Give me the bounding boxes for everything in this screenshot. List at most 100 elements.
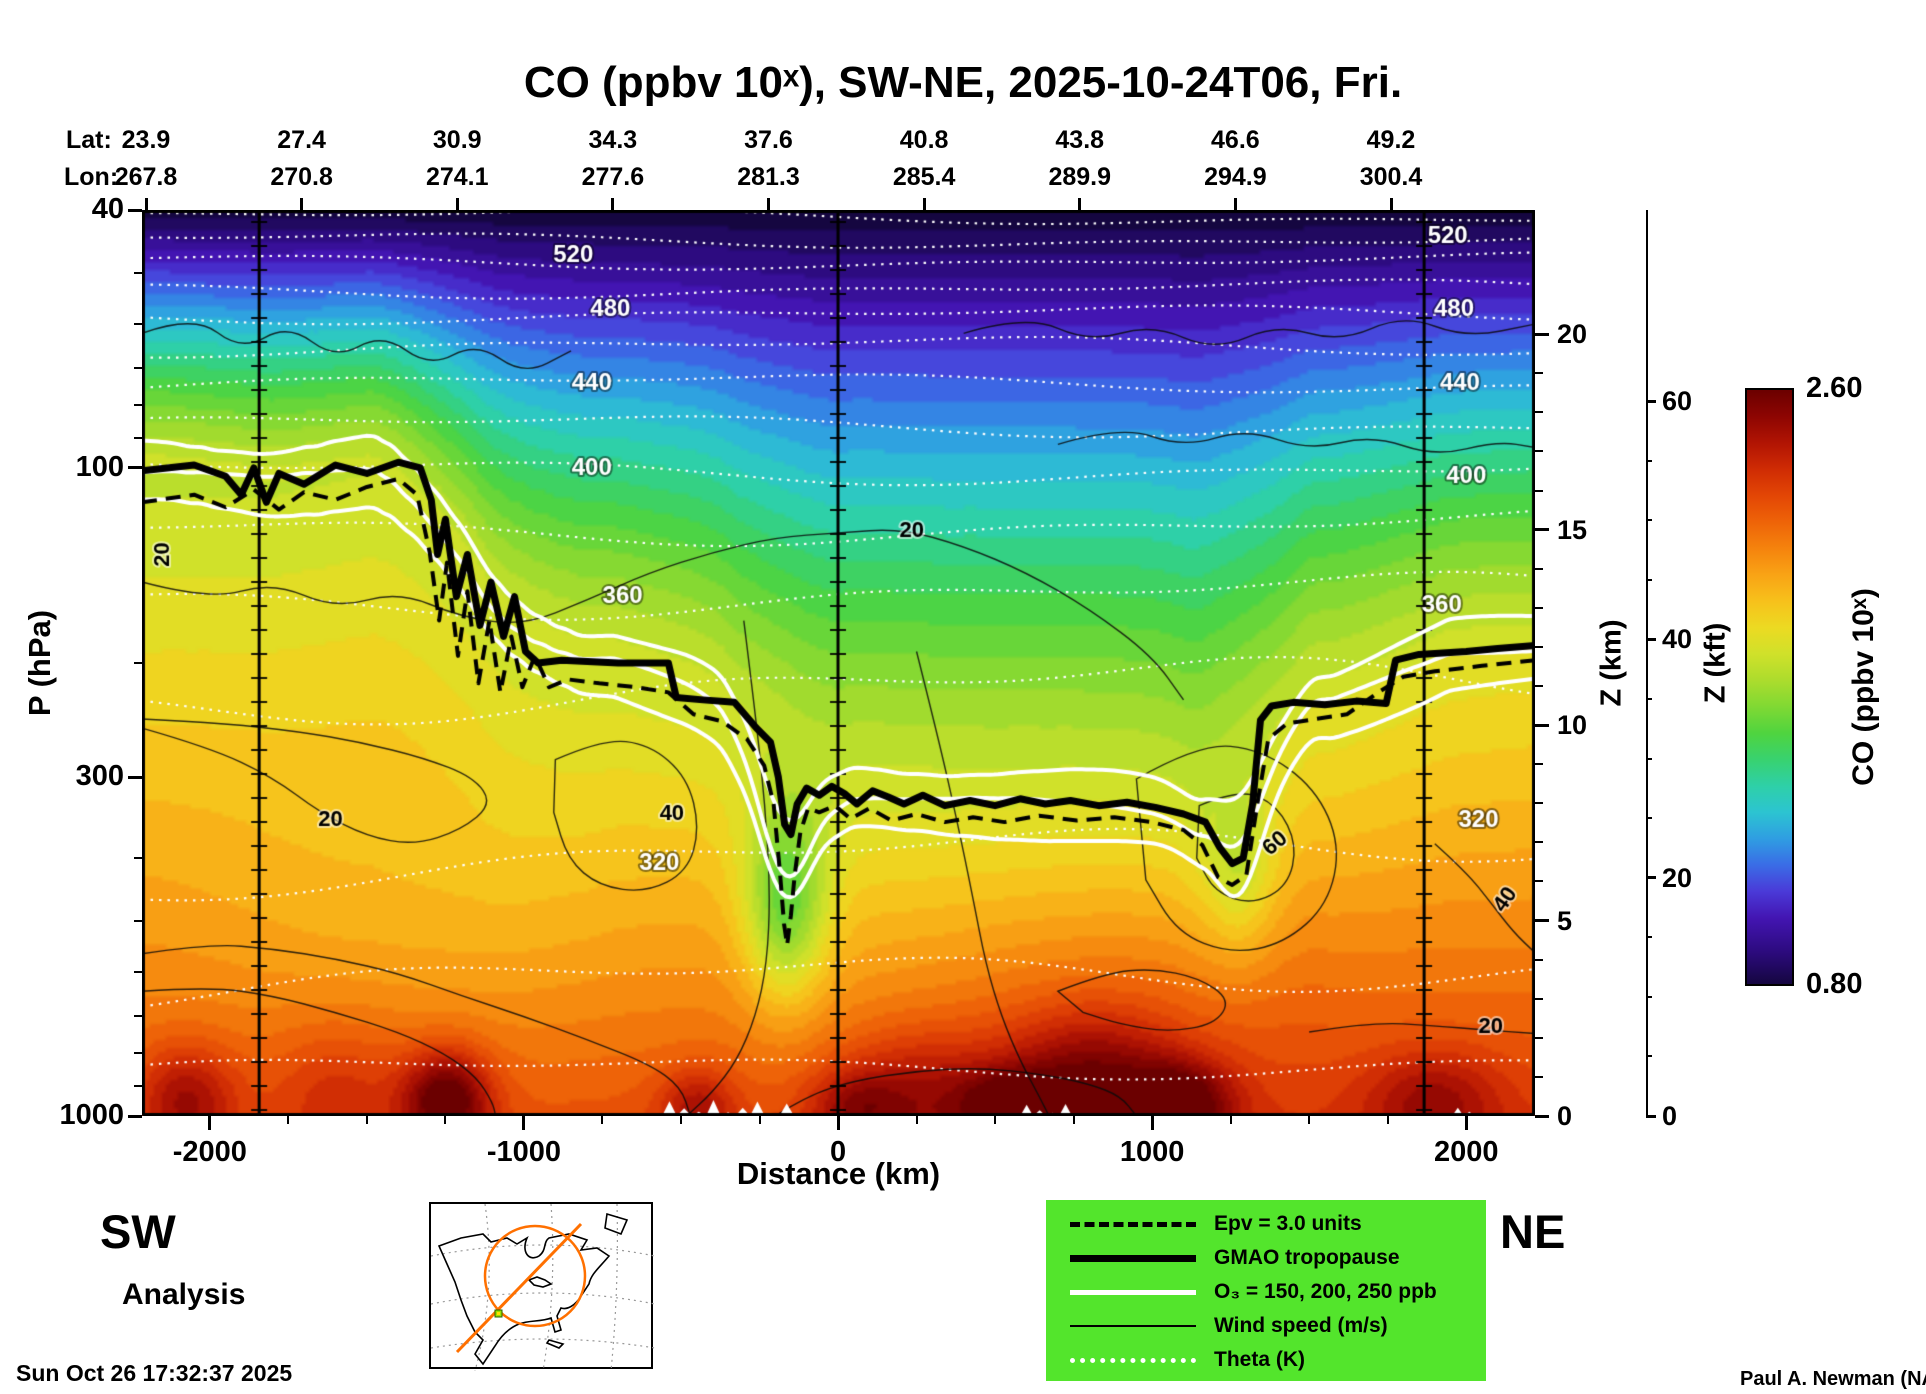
pressure-major-tick xyxy=(128,208,142,212)
pressure-axis-label: P (hPa) xyxy=(22,609,57,717)
z-km-minor-tick xyxy=(1535,450,1543,453)
analysis-label: Analysis xyxy=(122,1278,246,1311)
z-km-minor-tick xyxy=(1535,372,1543,375)
legend-item-label: O₃ = 150, 200, 250 ppb xyxy=(1214,1280,1437,1303)
z-kft-minor-tick xyxy=(1646,459,1652,462)
z-km-tick-label: 0 xyxy=(1557,1101,1573,1131)
z-km-minor-tick xyxy=(1535,802,1543,805)
distance-minor-tick xyxy=(1229,1116,1232,1124)
z-kft-tick-label: 20 xyxy=(1662,862,1693,893)
lon-value: 281.3 xyxy=(737,163,800,191)
z-km-tick-label: 15 xyxy=(1557,514,1588,545)
credit: Paul A. Newman (NASA xyxy=(1740,1368,1926,1390)
distance-tick-label: 0 xyxy=(829,1136,847,1168)
map-range-circle xyxy=(483,1224,587,1328)
z-km-major-tick xyxy=(1535,723,1549,727)
colorbar-gradient xyxy=(1747,390,1792,984)
map-graticule xyxy=(430,1203,656,1372)
pressure-minor-tick xyxy=(134,437,142,440)
z-kft-major-tick xyxy=(1646,1114,1656,1118)
pressure-major-tick xyxy=(128,775,142,779)
z-kft-minor-tick xyxy=(1646,757,1652,760)
co-cross-section-plot xyxy=(142,210,1535,1116)
distance-tick-label: 1000 xyxy=(1119,1136,1185,1168)
top-axis-tick xyxy=(1389,198,1393,210)
distance-minor-tick xyxy=(601,1116,604,1124)
z-km-minor-tick xyxy=(1535,997,1543,1000)
z-km-minor-tick xyxy=(1535,958,1543,961)
z-km-major-tick xyxy=(1535,332,1549,336)
lon-value: 289.9 xyxy=(1048,163,1112,191)
distance-major-tick xyxy=(836,1116,840,1130)
pressure-minor-tick xyxy=(134,919,142,922)
z-kft-tick-label: 0 xyxy=(1662,1101,1678,1131)
z-km-major-tick xyxy=(1535,1114,1549,1118)
lat-value: 27.4 xyxy=(277,126,326,154)
z-km-minor-tick xyxy=(1535,1075,1543,1078)
map-location-marker-dot xyxy=(497,1312,500,1315)
z-kft-axis-label: Z (kft) xyxy=(1699,622,1732,704)
lon-value: 300.4 xyxy=(1359,163,1423,191)
z-km-tick-label: 5 xyxy=(1557,905,1573,936)
z-kft-tick-label: 40 xyxy=(1662,624,1693,655)
z-kft-minor-tick xyxy=(1646,697,1652,700)
lat-value: 43.8 xyxy=(1055,126,1105,154)
z-km-minor-tick xyxy=(1535,645,1543,648)
pressure-minor-tick xyxy=(134,366,142,369)
top-axis-tick xyxy=(922,198,926,210)
z-km-minor-tick xyxy=(1535,841,1543,844)
legend-line-sample-dotted-white xyxy=(1070,1357,1196,1363)
pressure-minor-tick xyxy=(134,404,142,407)
distance-minor-tick xyxy=(1308,1116,1311,1124)
legend-item: O₃ = 150, 200, 250 ppb xyxy=(1046,1274,1486,1310)
pressure-minor-tick xyxy=(134,857,142,860)
lat-row-label: Lat: xyxy=(66,126,112,154)
legend-line-sample-white-solid xyxy=(1070,1289,1196,1295)
z-kft-major-tick xyxy=(1646,876,1656,880)
distance-minor-tick xyxy=(365,1116,368,1124)
inset-map xyxy=(429,1202,656,1372)
pressure-minor-tick xyxy=(134,323,142,326)
pressure-minor-tick xyxy=(134,1085,142,1088)
z-km-tick-label: 10 xyxy=(1557,710,1588,741)
legend-line-sample-thin-black xyxy=(1070,1325,1196,1327)
z-km-minor-tick xyxy=(1535,880,1543,883)
distance-minor-tick xyxy=(287,1116,290,1124)
pressure-tick-label: 300 xyxy=(75,760,124,793)
lon-value: 270.8 xyxy=(270,163,333,191)
lat-value: 30.9 xyxy=(432,126,482,154)
legend-line-sample-thick-black xyxy=(1070,1254,1196,1262)
pressure-major-tick xyxy=(128,1114,142,1118)
pressure-tick-label: 100 xyxy=(75,450,124,483)
z-kft-minor-tick xyxy=(1646,1055,1652,1058)
distance-axis-label: Distance (km) xyxy=(736,1156,941,1191)
z-km-minor-tick xyxy=(1535,411,1543,414)
top-axis-tick xyxy=(144,198,148,210)
z-kft-minor-tick xyxy=(1646,578,1652,581)
colorbar-axis-label: CO (ppbv 10ˣ) xyxy=(1847,588,1880,786)
lat-value: 40.8 xyxy=(899,126,949,154)
z-km-minor-tick xyxy=(1535,567,1543,570)
lon-value: 294.9 xyxy=(1204,163,1267,191)
pressure-minor-tick xyxy=(134,271,142,274)
distance-minor-tick xyxy=(679,1116,682,1124)
distance-major-tick xyxy=(1464,1116,1468,1130)
distance-minor-tick xyxy=(758,1116,761,1124)
z-km-major-tick xyxy=(1535,528,1549,532)
distance-minor-tick xyxy=(994,1116,997,1124)
legend-item-label: Epv = 3.0 units xyxy=(1214,1212,1362,1235)
colorbar-max-label: 2.60 xyxy=(1806,372,1863,404)
distance-tick-label: 2000 xyxy=(1433,1136,1499,1168)
z-kft-minor-tick xyxy=(1646,936,1652,939)
top-axis-tick xyxy=(611,198,615,210)
legend-item-label: Theta (K) xyxy=(1214,1348,1305,1371)
distance-minor-tick xyxy=(1386,1116,1389,1124)
legend: Epv = 3.0 units GMAO tropopause O₃ = 150, … xyxy=(1046,1200,1486,1381)
distance-major-tick xyxy=(522,1116,526,1130)
lat-value: 34.3 xyxy=(588,126,638,154)
legend-item: GMAO tropopause xyxy=(1046,1240,1486,1276)
lon-value: 274.1 xyxy=(425,163,489,191)
top-axis-tick xyxy=(1078,198,1082,210)
figure-title: CO (ppbv 10ˣ), SW-NE, 2025-10-24T06, Fri… xyxy=(523,58,1403,107)
lat-value: 46.6 xyxy=(1211,126,1260,154)
